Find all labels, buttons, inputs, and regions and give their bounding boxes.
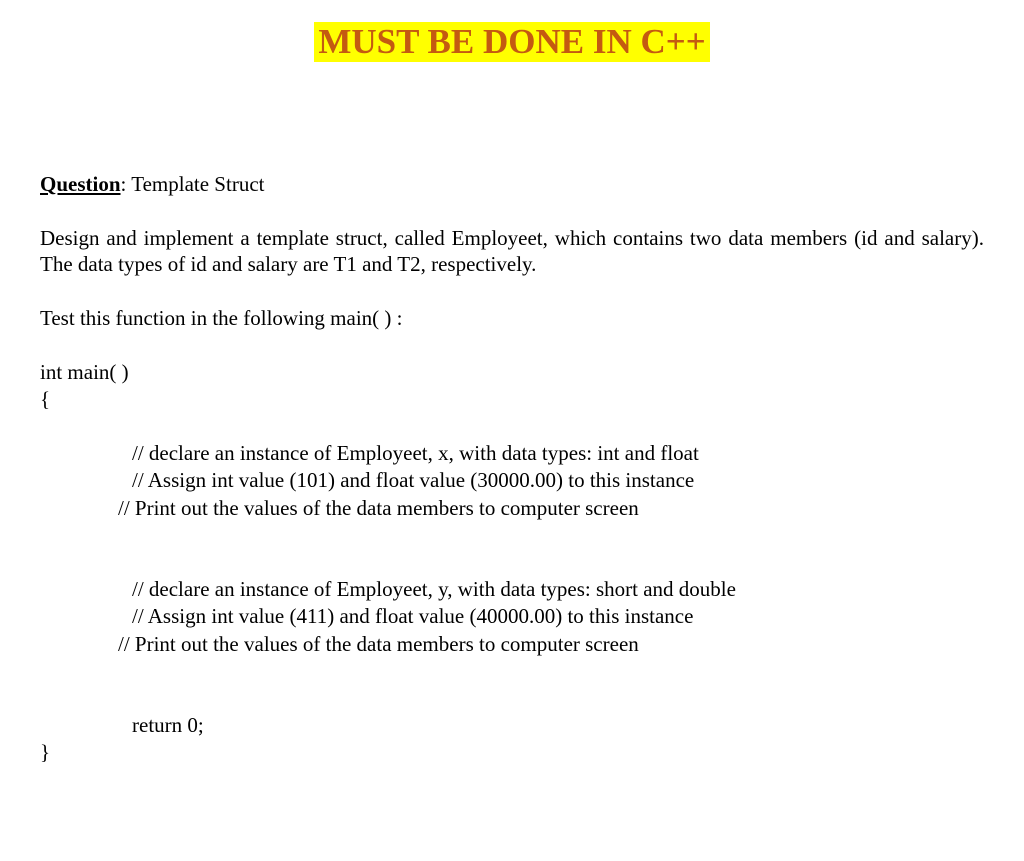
code-fn-signature: int main( ) — [40, 359, 984, 386]
code-comment: // Assign int value (411) and float valu… — [40, 603, 984, 630]
code-blank — [40, 522, 984, 576]
code-brace-open: { — [40, 386, 984, 413]
description-paragraph: Design and implement a template struct, … — [40, 225, 984, 278]
code-blank — [40, 413, 984, 440]
code-comment: // declare an instance of Employeet, x, … — [40, 440, 984, 467]
code-block: int main( ) { // declare an instance of … — [40, 359, 984, 767]
code-comment: // declare an instance of Employeet, y, … — [40, 576, 984, 603]
code-blank — [40, 658, 984, 712]
code-comment: // Print out the values of the data memb… — [40, 631, 984, 658]
code-comment: // Assign int value (101) and float valu… — [40, 467, 984, 494]
code-comment: // Print out the values of the data memb… — [40, 495, 984, 522]
code-return: return 0; — [40, 712, 984, 739]
page-heading: MUST BE DONE IN C++ — [314, 22, 709, 62]
test-instruction: Test this function in the following main… — [40, 306, 984, 331]
question-line: Question: Template Struct — [40, 172, 984, 197]
question-title: Template Struct — [131, 172, 264, 196]
document-page: MUST BE DONE IN C++ Question: Template S… — [0, 0, 1024, 861]
code-brace-close: } — [40, 739, 984, 766]
question-label: Question — [40, 172, 121, 196]
question-separator: : — [121, 172, 132, 196]
heading-container: MUST BE DONE IN C++ — [40, 22, 984, 62]
